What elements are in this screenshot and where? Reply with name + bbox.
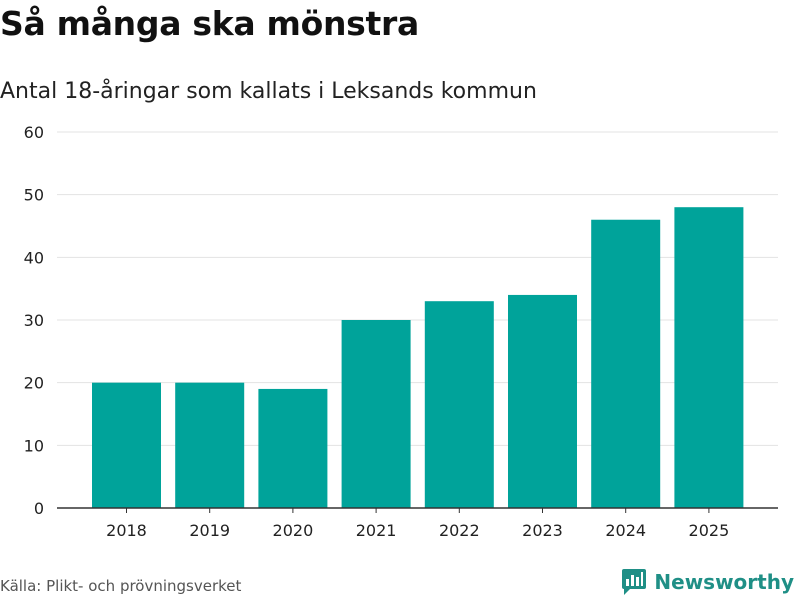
y-tick-label: 10 [24,436,44,455]
bar-2022 [424,301,494,508]
bar-2018 [92,382,161,508]
x-tick-label: 2025 [689,521,730,540]
source-note: Källa: Plikt- och prövningsverket [0,577,242,595]
x-tick-label: 2023 [522,521,563,540]
bars [92,207,744,508]
y-tick-label: 40 [24,248,44,267]
y-tick-label: 20 [24,374,44,393]
x-axis-ticks: 2018 2019 2020 2021 2022 2023 2024 2025 [106,508,729,540]
x-tick-label: 2024 [605,521,646,540]
x-tick-label: 2019 [189,521,230,540]
y-tick-label: 30 [24,311,44,330]
y-axis-ticks: 0 10 20 30 40 50 60 [24,123,44,518]
y-tick-label: 0 [34,499,44,518]
y-tick-label: 60 [24,123,44,142]
x-tick-label: 2022 [439,521,480,540]
bar-2021 [341,320,411,508]
bar-2024 [591,219,661,508]
bar-2019 [175,382,245,508]
chart-title: Så många ska mönstra [0,4,419,43]
x-tick-label: 2021 [356,521,397,540]
chart-subtitle: Antal 18-åringar som kallats i Leksands … [0,79,537,104]
bar-2025 [674,207,744,508]
bar-2023 [508,294,577,508]
bar-2020 [258,388,328,508]
brand-name: Newsworthy [654,570,794,594]
gridlines [57,131,778,446]
newsworthy-logo-icon [622,569,647,595]
x-tick-label: 2018 [106,521,147,540]
y-tick-label: 50 [24,186,44,205]
brand-logo: Newsworthy [622,569,794,595]
x-tick-label: 2020 [273,521,314,540]
